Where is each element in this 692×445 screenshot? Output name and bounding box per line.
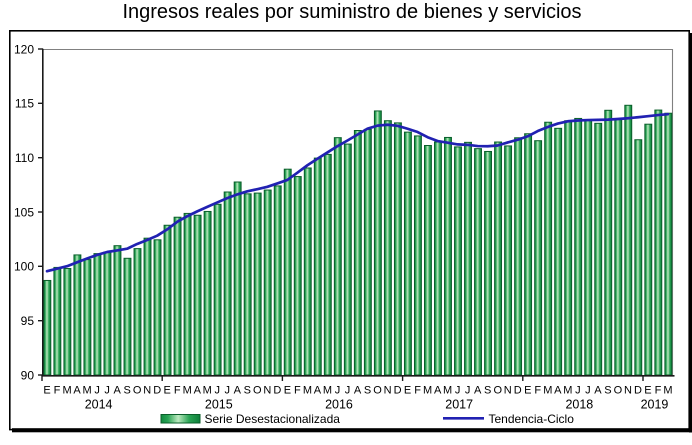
svg-text:S: S [123, 384, 130, 396]
svg-text:J: J [335, 384, 341, 396]
svg-text:E: E [43, 384, 50, 396]
svg-text:F: F [655, 384, 662, 396]
svg-text:Tendencia-Ciclo: Tendencia-Ciclo [489, 412, 575, 426]
svg-text:110: 110 [15, 151, 34, 165]
svg-text:A: A [113, 384, 121, 396]
svg-text:2018: 2018 [565, 397, 593, 411]
svg-text:M: M [303, 384, 312, 396]
svg-text:F: F [414, 384, 421, 396]
svg-text:A: A [234, 384, 242, 396]
svg-text:S: S [364, 384, 371, 396]
svg-text:D: D [153, 384, 161, 396]
svg-text:S: S [244, 384, 251, 396]
svg-text:O: O [133, 384, 142, 396]
svg-text:A: A [554, 384, 562, 396]
svg-text:Ingresos reales por suministro: Ingresos reales por suministro de bienes… [122, 1, 581, 23]
svg-text:Serie Desestacionalizada: Serie Desestacionalizada [205, 412, 341, 426]
svg-text:M: M [563, 384, 572, 396]
svg-text:J: J [465, 384, 471, 396]
svg-text:100: 100 [14, 260, 34, 274]
svg-text:M: M [323, 384, 332, 396]
svg-text:F: F [174, 384, 181, 396]
svg-text:2019: 2019 [641, 397, 669, 411]
svg-text:2015: 2015 [205, 397, 233, 411]
svg-text:2016: 2016 [325, 397, 353, 411]
svg-text:M: M [443, 384, 452, 396]
svg-text:J: J [225, 384, 231, 396]
svg-text:S: S [604, 384, 611, 396]
svg-text:105: 105 [14, 205, 34, 219]
svg-text:A: A [354, 384, 362, 396]
svg-text:N: N [384, 384, 392, 396]
svg-text:A: A [314, 384, 322, 396]
svg-text:M: M [183, 384, 192, 396]
svg-text:N: N [624, 384, 632, 396]
svg-text:120: 120 [14, 42, 34, 56]
svg-text:A: A [474, 384, 482, 396]
svg-text:N: N [263, 384, 271, 396]
svg-text:95: 95 [21, 314, 35, 328]
svg-text:90: 90 [21, 368, 35, 382]
svg-text:S: S [484, 384, 491, 396]
svg-text:A: A [73, 384, 81, 396]
svg-text:J: J [455, 384, 461, 396]
svg-text:F: F [534, 384, 541, 396]
svg-text:J: J [94, 384, 100, 396]
svg-text:J: J [585, 384, 591, 396]
svg-text:D: D [514, 384, 522, 396]
svg-text:E: E [164, 384, 171, 396]
svg-text:M: M [62, 384, 71, 396]
svg-text:M: M [423, 384, 432, 396]
svg-text:A: A [194, 384, 202, 396]
svg-text:J: J [104, 384, 110, 396]
svg-text:J: J [345, 384, 351, 396]
svg-text:F: F [54, 384, 61, 396]
svg-text:115: 115 [15, 97, 34, 111]
svg-text:D: D [634, 384, 642, 396]
svg-text:A: A [434, 384, 442, 396]
svg-text:E: E [644, 384, 651, 396]
svg-text:N: N [504, 384, 512, 396]
svg-text:M: M [203, 384, 212, 396]
svg-text:M: M [663, 384, 672, 396]
svg-text:O: O [614, 384, 623, 396]
svg-text:M: M [82, 384, 91, 396]
svg-text:N: N [143, 384, 151, 396]
svg-text:E: E [404, 384, 411, 396]
svg-text:2017: 2017 [445, 397, 473, 411]
svg-text:E: E [524, 384, 531, 396]
svg-text:M: M [543, 384, 552, 396]
svg-text:D: D [394, 384, 402, 396]
svg-text:A: A [594, 384, 602, 396]
svg-text:O: O [253, 384, 262, 396]
svg-text:O: O [493, 384, 502, 396]
svg-text:F: F [294, 384, 301, 396]
svg-text:D: D [273, 384, 281, 396]
svg-text:E: E [284, 384, 291, 396]
svg-text:J: J [215, 384, 221, 396]
svg-text:2014: 2014 [85, 397, 113, 411]
svg-text:J: J [575, 384, 581, 396]
svg-text:O: O [373, 384, 382, 396]
